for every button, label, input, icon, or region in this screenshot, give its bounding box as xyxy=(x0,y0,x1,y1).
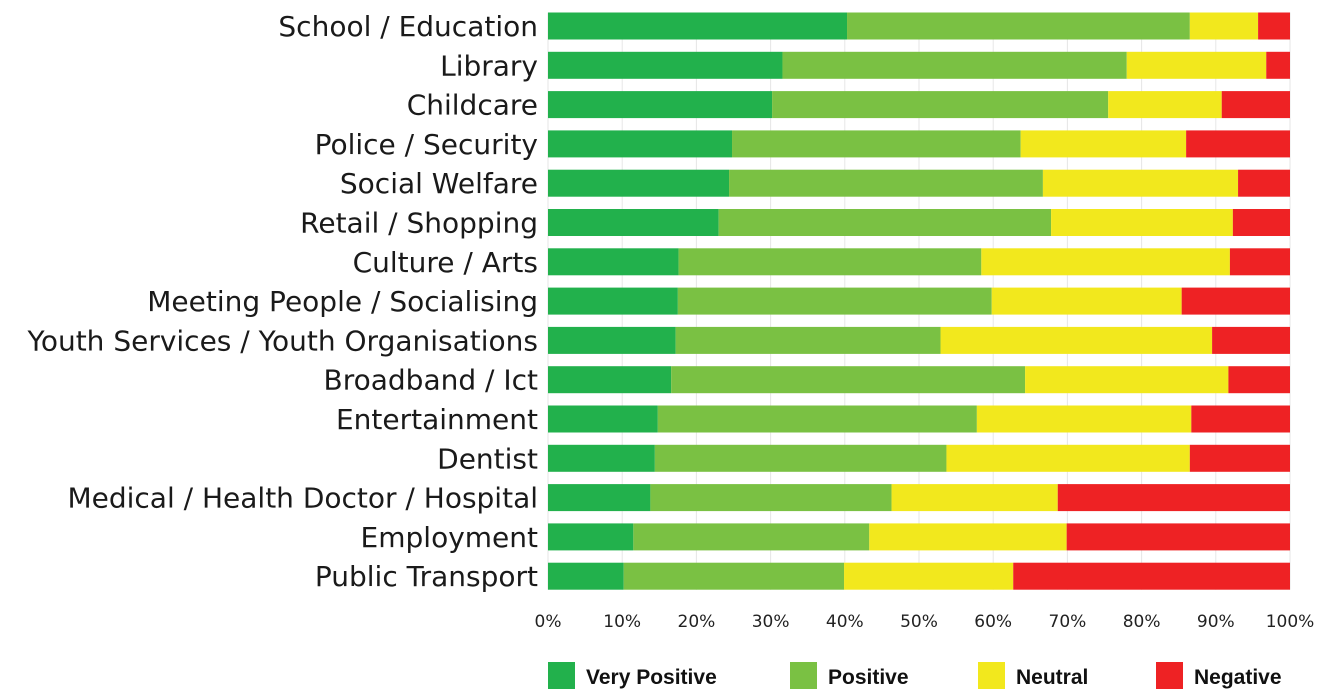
x-axis-tick-labels: 0% 10% 20% 30% 40% 50% 60% 70% 80% 90% 100% xyxy=(535,612,1315,632)
bar-segment-negative xyxy=(1057,484,1290,512)
category-label: Culture / Arts xyxy=(353,246,538,279)
bar-segment-neutral xyxy=(1051,209,1233,236)
bars xyxy=(548,12,1290,590)
bar-segment-negative xyxy=(1228,366,1290,394)
bar-segment-negative xyxy=(1232,209,1290,236)
bar-segment-negative xyxy=(1212,326,1290,354)
bar-segment-positive xyxy=(732,130,1021,158)
bar-segment-very-positive xyxy=(548,91,773,119)
category-label: Retail / Shopping xyxy=(300,207,538,240)
category-label: Medical / Health Doctor / Hospital xyxy=(67,482,538,515)
legend-label: Neutral xyxy=(1016,666,1088,689)
category-labels: School / Education Library Childcare Police… xyxy=(26,10,538,593)
bar-segment-neutral xyxy=(1126,51,1267,79)
bar-segment-neutral xyxy=(1189,12,1259,40)
bar-segment-positive xyxy=(623,562,845,590)
bar-segment-very-positive xyxy=(548,51,783,79)
category-label: Library xyxy=(440,49,538,82)
bar-segment-negative xyxy=(1189,444,1290,472)
bar-segment-neutral xyxy=(1108,91,1222,119)
bar-segment-negative xyxy=(1258,12,1290,40)
bar-segment-positive xyxy=(657,405,977,433)
bar-segment-positive xyxy=(678,248,982,276)
bar-segment-very-positive xyxy=(548,444,655,472)
x-tick-label: 100% xyxy=(1266,612,1315,632)
bar-segment-positive xyxy=(772,91,1109,119)
legend-label: Positive xyxy=(828,666,909,689)
bar-segment-negative xyxy=(1066,523,1290,551)
category-label: Childcare xyxy=(407,89,538,122)
legend-label: Negative xyxy=(1194,666,1282,689)
legend-label: Very Positive xyxy=(586,666,717,689)
bar-segment-neutral xyxy=(946,444,1190,472)
bar-segment-neutral xyxy=(976,405,1192,433)
category-label: Employment xyxy=(361,521,538,554)
category-label: Youth Services / Youth Organisations xyxy=(26,324,538,357)
bar-segment-positive xyxy=(847,12,1190,40)
x-tick-label: 20% xyxy=(678,612,716,632)
bar-segment-very-positive xyxy=(548,366,672,394)
bar-segment-neutral xyxy=(991,287,1182,315)
legend: Very Positive Positive Neutral Negative xyxy=(548,662,1282,689)
bar-segment-neutral xyxy=(981,248,1230,276)
bar-segment-negative xyxy=(1181,287,1290,315)
bar-segment-positive xyxy=(782,51,1127,79)
x-tick-label: 80% xyxy=(1123,612,1161,632)
category-label: Police / Security xyxy=(315,128,538,161)
bar-segment-very-positive xyxy=(548,12,848,40)
x-tick-label: 30% xyxy=(752,612,790,632)
bar-segment-neutral xyxy=(891,484,1058,512)
bar-segment-very-positive xyxy=(548,405,658,433)
bar-segment-very-positive xyxy=(548,130,733,158)
category-label: School / Education xyxy=(278,10,538,43)
x-tick-label: 50% xyxy=(900,612,938,632)
bar-segment-positive xyxy=(677,287,992,315)
bar-segment-positive xyxy=(675,326,941,354)
x-tick-label: 70% xyxy=(1049,612,1087,632)
bar-segment-very-positive xyxy=(548,484,651,512)
bar-segment-neutral xyxy=(844,562,1014,590)
bar-segment-very-positive xyxy=(548,169,730,197)
x-tick-label: 0% xyxy=(535,612,562,632)
x-tick-label: 10% xyxy=(603,612,641,632)
bar-segment-neutral xyxy=(869,523,1067,551)
bar-segment-negative xyxy=(1238,169,1290,197)
bar-segment-negative xyxy=(1186,130,1290,158)
category-label: Dentist xyxy=(437,442,538,475)
bar-segment-very-positive xyxy=(548,326,676,354)
bar-segment-positive xyxy=(671,366,1026,394)
category-label: Public Transport xyxy=(315,560,538,593)
bar-segment-neutral xyxy=(1042,169,1239,197)
bar-segment-very-positive xyxy=(548,209,719,236)
bar-segment-negative xyxy=(1221,91,1290,119)
bar-segment-positive xyxy=(718,209,1052,236)
bar-segment-very-positive xyxy=(548,523,634,551)
bar-segment-negative xyxy=(1191,405,1290,433)
bar-segment-very-positive xyxy=(548,248,679,276)
bar-segment-positive xyxy=(650,484,892,512)
legend-swatch xyxy=(1156,662,1183,689)
legend-swatch xyxy=(790,662,817,689)
category-label: Social Welfare xyxy=(340,167,538,200)
category-label: Meeting People / Socialising xyxy=(147,285,538,318)
bar-segment-very-positive xyxy=(548,562,624,590)
category-label: Entertainment xyxy=(336,403,538,436)
bar-segment-very-positive xyxy=(548,287,678,315)
x-tick-label: 40% xyxy=(826,612,864,632)
bar-segment-negative xyxy=(1013,562,1290,590)
bar-segment-neutral xyxy=(1020,130,1187,158)
bar-segment-negative xyxy=(1266,51,1290,79)
bar-segment-positive xyxy=(633,523,870,551)
legend-swatch xyxy=(548,662,575,689)
category-label: Broadband / Ict xyxy=(324,364,539,397)
x-tick-label: 60% xyxy=(974,612,1012,632)
bar-segment-negative xyxy=(1229,248,1290,276)
bar-segment-neutral xyxy=(1025,366,1229,394)
bar-segment-positive xyxy=(654,444,947,472)
bar-segment-positive xyxy=(729,169,1043,197)
legend-swatch xyxy=(978,662,1005,689)
bar-segment-neutral xyxy=(940,326,1213,354)
x-tick-label: 90% xyxy=(1197,612,1235,632)
